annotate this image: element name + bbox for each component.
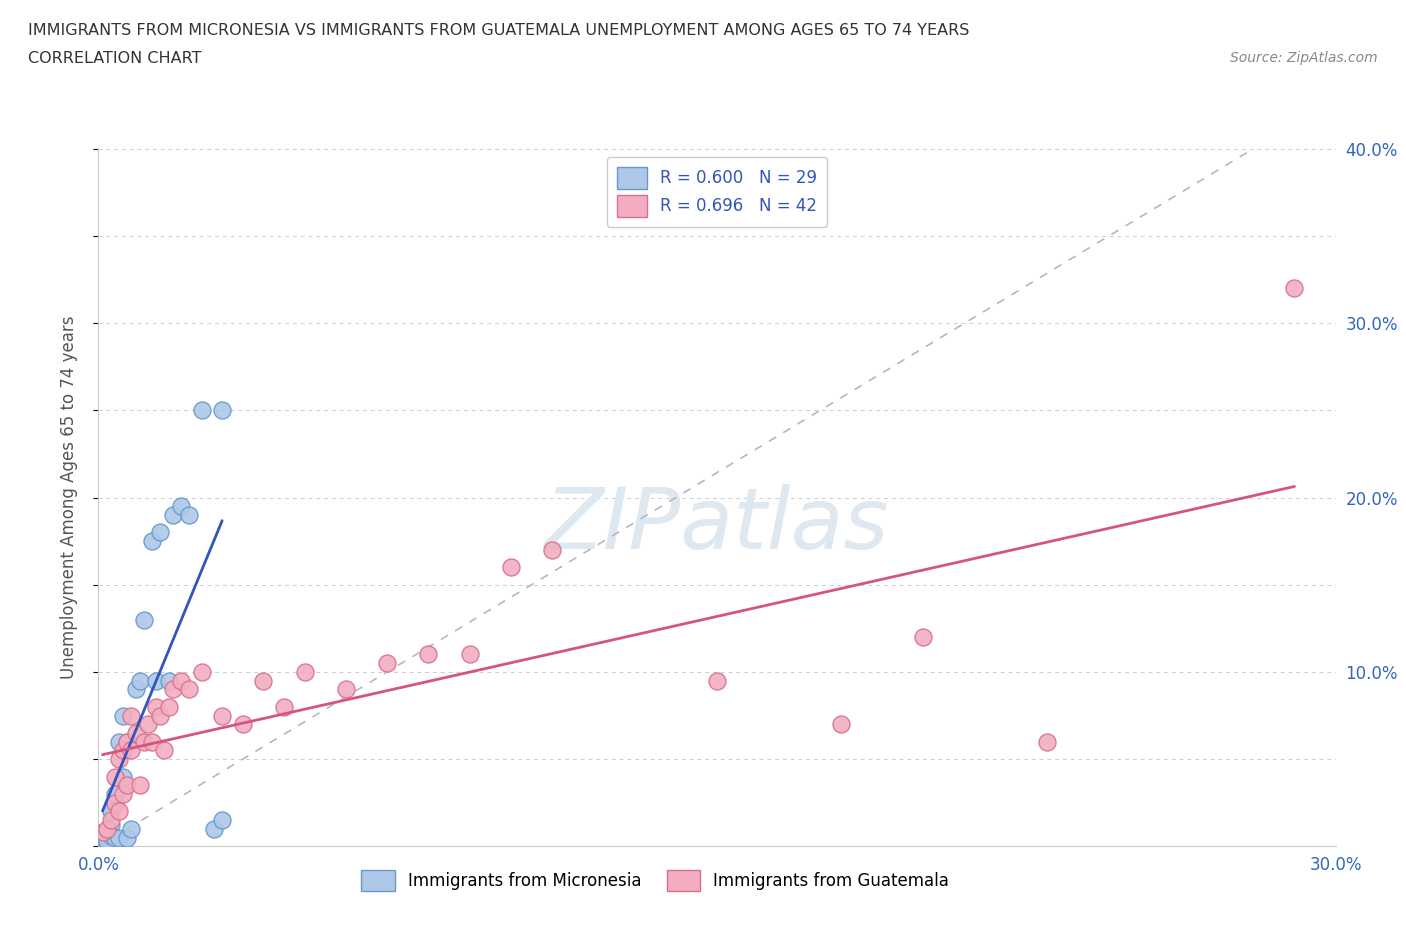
Point [179, 508, 201, 523]
Point [128, 777, 150, 792]
Point [335, 682, 357, 697]
Point [211, 813, 233, 828]
Point [375, 656, 398, 671]
Point [91, 830, 114, 845]
Point [830, 717, 852, 732]
Text: ZIPatlas: ZIPatlas [546, 484, 889, 567]
Point [108, 751, 131, 766]
Point [211, 403, 233, 418]
Point [190, 403, 212, 418]
Point [157, 673, 180, 688]
Text: IMMIGRANTS FROM MICRONESIA VS IMMIGRANTS FROM GUATEMALA UNEMPLOYMENT AMONG AGES : IMMIGRANTS FROM MICRONESIA VS IMMIGRANTS… [28, 23, 970, 38]
Point [458, 647, 481, 662]
Point [96, 833, 118, 848]
Point [418, 647, 440, 662]
Point [112, 743, 135, 758]
Point [141, 534, 163, 549]
Point [252, 673, 274, 688]
Point [124, 682, 146, 697]
Point [211, 708, 233, 723]
Text: Source: ZipAtlas.com: Source: ZipAtlas.com [1230, 51, 1378, 65]
Point [145, 673, 167, 688]
Point [132, 735, 155, 750]
Point [149, 708, 172, 723]
Point [100, 818, 122, 833]
Point [202, 821, 225, 836]
Point [124, 725, 146, 740]
Point [170, 673, 193, 688]
Point [112, 787, 135, 802]
Point [162, 508, 184, 523]
Point [117, 735, 139, 750]
Text: CORRELATION CHART: CORRELATION CHART [28, 51, 201, 66]
Point [96, 825, 118, 840]
Point [112, 708, 135, 723]
Point [190, 665, 212, 680]
Point [104, 830, 127, 845]
Point [104, 769, 127, 784]
Point [108, 735, 131, 750]
Point [100, 829, 122, 844]
Point [91, 825, 114, 840]
Point [132, 612, 155, 627]
Point [232, 717, 254, 732]
Point [1284, 281, 1306, 296]
Point [149, 525, 172, 540]
Point [499, 560, 522, 575]
Point [104, 795, 127, 810]
Point [145, 699, 167, 714]
Point [136, 717, 159, 732]
Y-axis label: Unemployment Among Ages 65 to 74 years: Unemployment Among Ages 65 to 74 years [59, 316, 77, 679]
Point [128, 673, 150, 688]
Point [157, 699, 180, 714]
Point [104, 787, 127, 802]
Point [170, 498, 193, 513]
Point [120, 708, 142, 723]
Point [1036, 735, 1059, 750]
Point [112, 769, 135, 784]
Point [162, 682, 184, 697]
Point [294, 665, 316, 680]
Point [117, 830, 139, 845]
Point [100, 804, 122, 819]
Point [541, 542, 564, 557]
Point [117, 735, 139, 750]
Point [912, 630, 935, 644]
Point [141, 735, 163, 750]
Point [96, 821, 118, 836]
Point [117, 777, 139, 792]
Point [120, 743, 142, 758]
Point [153, 743, 176, 758]
Point [273, 699, 295, 714]
Point [108, 830, 131, 845]
Point [100, 813, 122, 828]
Point [120, 821, 142, 836]
Point [179, 682, 201, 697]
Point [108, 804, 131, 819]
Legend: Immigrants from Micronesia, Immigrants from Guatemala: Immigrants from Micronesia, Immigrants f… [354, 864, 956, 897]
Point [706, 673, 728, 688]
